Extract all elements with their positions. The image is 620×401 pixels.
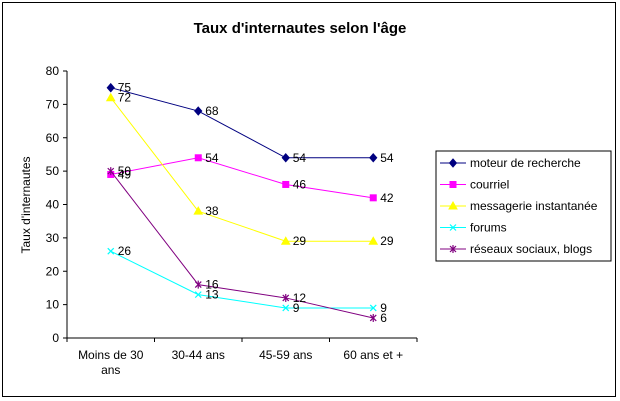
data-label: 54 [205, 151, 219, 165]
data-point [193, 206, 204, 215]
x-tick-label: 45-59 ans [259, 348, 312, 362]
data-label: 68 [205, 104, 219, 118]
y-tick-label: 20 [46, 264, 60, 278]
legend-item: messagerie instantanée [440, 199, 598, 213]
legend-item: moteur de recherche [440, 156, 581, 170]
marker-stroke [194, 291, 202, 299]
legend-label: réseaux sociaux, blogs [470, 242, 592, 256]
data-label: 6 [380, 311, 387, 325]
data-label: 72 [118, 91, 132, 105]
data-point [282, 180, 290, 188]
y-tick-label: 70 [46, 97, 60, 111]
data-label: 9 [380, 301, 387, 315]
data-point [368, 236, 379, 245]
series-1: 49 54 46 42 [107, 151, 394, 205]
data-point [280, 236, 291, 245]
data-label: 50 [118, 164, 132, 178]
marker-stroke [449, 224, 457, 231]
y-tick-label: 40 [46, 198, 60, 212]
data-label: 29 [380, 234, 394, 248]
data-point [281, 153, 290, 163]
data-label: 49 [118, 167, 132, 181]
axes: 0 10 20 30 40 50 60 70 80 Moins de 30 ans 30-44 ans… [46, 64, 418, 377]
series-2: 72 38 29 29 [105, 91, 394, 248]
data-point [282, 293, 290, 302]
data-point [369, 313, 377, 322]
legend-item: forums [440, 221, 507, 235]
x-tick-label: 60 ans et + [343, 348, 403, 362]
data-label: 38 [205, 204, 219, 218]
series-line [110, 250, 374, 309]
marker-stroke [369, 304, 377, 312]
legend-item: courriel [440, 178, 509, 192]
chart-title: Taux d'internautes selon l'âge [194, 20, 407, 37]
marker-stroke [107, 247, 115, 255]
series-line [110, 170, 374, 319]
legend-marker [449, 224, 457, 231]
data-point [194, 280, 202, 289]
x-tick-label: Moins de 30 ans [78, 348, 144, 377]
series-3: 26 13 9 9 [107, 244, 387, 315]
data-point [105, 92, 116, 102]
data-label: 54 [293, 151, 307, 165]
data-point [107, 167, 115, 176]
data-point [194, 106, 203, 116]
x-tick-label: 30-44 ans [172, 348, 225, 362]
series-line [110, 157, 374, 199]
y-tick-label: 60 [46, 131, 60, 145]
series-line [110, 87, 374, 159]
y-axis-label: Taux d'internautes [19, 156, 33, 253]
legend-marker [448, 200, 458, 210]
data-label: 13 [205, 288, 219, 302]
data-point [369, 153, 378, 163]
data-point [369, 194, 377, 202]
data-label: 12 [293, 291, 307, 305]
y-tick-label: 50 [46, 164, 60, 178]
y-tick-label: 0 [52, 331, 59, 345]
legend-label: messagerie instantanée [470, 199, 598, 213]
data-point [369, 304, 377, 312]
marker-stroke [282, 304, 290, 312]
series-4: 50 16 12 6 [107, 164, 387, 325]
data-point [194, 291, 202, 299]
y-tick-label: 30 [46, 231, 60, 245]
series-line [110, 97, 374, 242]
series-0: 75 68 54 54 [106, 81, 394, 165]
legend-marker [448, 158, 458, 168]
data-label: 9 [293, 301, 300, 315]
data-label: 26 [118, 244, 132, 258]
data-label: 16 [205, 278, 219, 292]
data-label: 54 [380, 151, 394, 165]
data-point [282, 304, 290, 312]
legend: moteur de recherche courriel messagerie in… [435, 150, 612, 262]
y-tick-label: 10 [46, 298, 60, 312]
legend-label: courriel [470, 178, 509, 192]
data-point [194, 154, 202, 162]
data-label: 46 [293, 177, 307, 191]
y-tick-label: 80 [46, 64, 60, 78]
legend-item: réseaux sociaux, blogs [440, 242, 592, 256]
data-point [107, 247, 115, 255]
data-point [106, 82, 115, 93]
legend-label: forums [470, 221, 507, 235]
legend-label: moteur de recherche [470, 156, 581, 170]
data-label: 75 [118, 81, 132, 95]
data-label: 42 [380, 191, 394, 205]
series-layer: 75 68 54 54 49 54 46 42 72 38 29 29 26 13 9 9 50 16 12 6 [105, 81, 394, 325]
legend-marker [449, 245, 457, 253]
legend-marker [449, 181, 457, 188]
data-label: 29 [293, 234, 307, 248]
